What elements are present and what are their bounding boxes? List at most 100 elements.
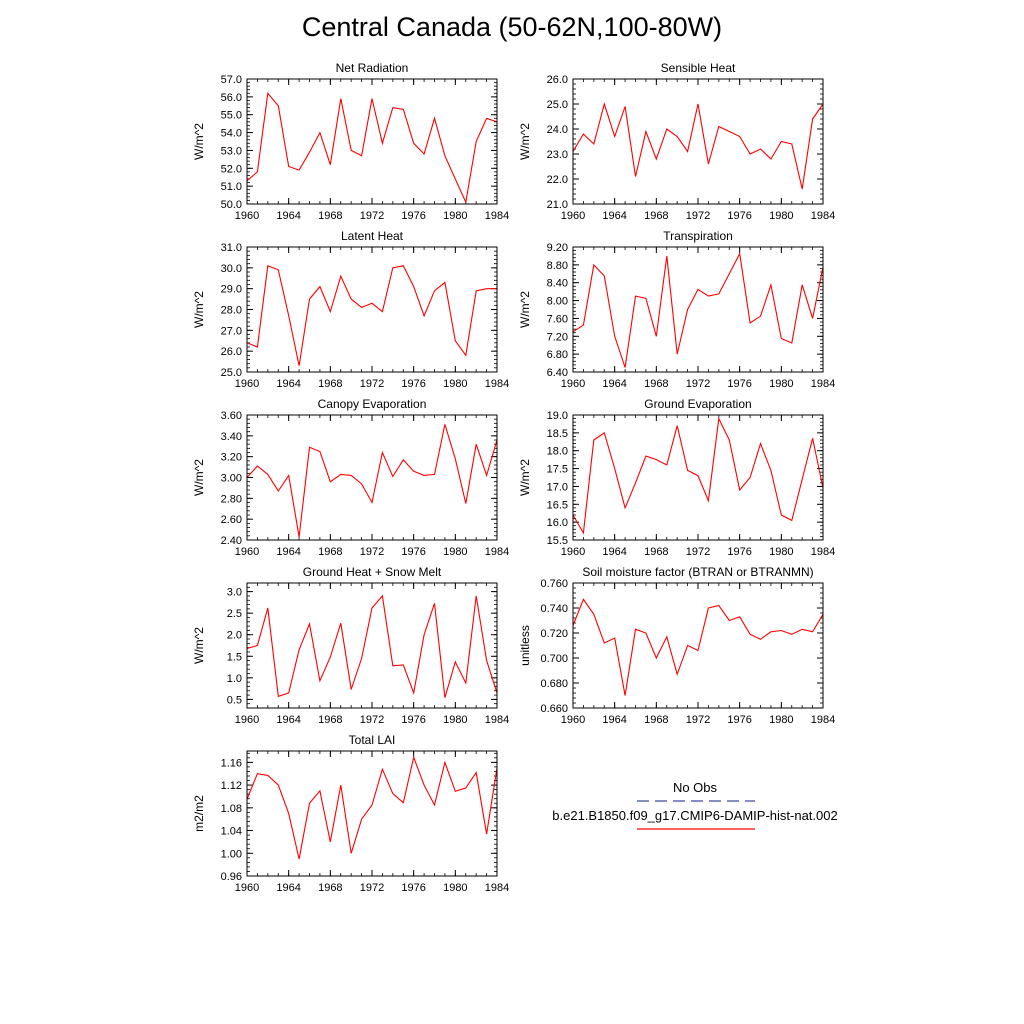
panel-title: Soil moisture factor (BTRAN or BTRANMN): [582, 565, 813, 579]
series-line: [572, 251, 824, 368]
y-tick-label: 16.0: [547, 517, 568, 529]
y-tick-label: 6.40: [547, 367, 568, 379]
y-tick-label: 54.0: [221, 128, 242, 140]
y-tick-label: 3.20: [221, 452, 242, 464]
y-tick-label: 2.80: [221, 493, 242, 505]
x-tick-label: 1972: [686, 378, 710, 390]
legend: No Obs b.e21.B1850.f09_g17.CMIP6-DAMIP-h…: [552, 780, 838, 830]
panels-group: 1960 1964 1968 1972 1976 1980 1984 50.0 51.0 52.0…: [192, 61, 835, 894]
x-tick-label: 1964: [602, 714, 626, 726]
x-tick-label: 1980: [443, 378, 467, 390]
x-tick-label: 1984: [485, 210, 509, 222]
y-tick-label: 17.0: [547, 481, 568, 493]
panel-title: Sensible Heat: [661, 61, 736, 75]
x-tick-label: 1964: [276, 378, 300, 390]
y-tick-label: 0.5: [227, 694, 242, 706]
y-tick-label: 17.5: [547, 464, 568, 476]
y-tick-label: 1.12: [221, 780, 242, 792]
y-tick-label: 2.60: [221, 514, 242, 526]
x-tick-label: 1972: [686, 210, 710, 222]
x-tick-label: 1984: [811, 546, 835, 558]
x-tick-label: 1968: [318, 714, 342, 726]
y-tick-label: 9.20: [547, 242, 568, 254]
x-tick-label: 1980: [769, 714, 793, 726]
series-line: [246, 755, 498, 860]
y-axis-label: W/m^2: [192, 123, 206, 160]
y-tick-label: 50.0: [221, 199, 242, 211]
y-tick-label: 55.0: [221, 110, 242, 122]
y-tick-label: 7.20: [547, 331, 568, 343]
x-tick-label: 1980: [443, 882, 467, 894]
series-line: [246, 594, 498, 698]
x-tick-label: 1960: [235, 714, 259, 726]
x-tick-label: 1960: [235, 546, 259, 558]
x-tick-label: 1980: [769, 210, 793, 222]
x-tick-label: 1976: [401, 546, 425, 558]
panel-title: Canopy Evaporation: [318, 397, 427, 411]
plot-frame: [246, 414, 498, 541]
y-tick-label: 8.00: [547, 296, 568, 308]
series-line: [572, 416, 824, 535]
y-tick-label: 0.740: [540, 603, 568, 615]
y-tick-label: 8.40: [547, 278, 568, 290]
y-tick-label: 8.80: [547, 260, 568, 272]
x-tick-label: 1976: [727, 714, 751, 726]
x-tick-label: 1984: [811, 714, 835, 726]
series-line: [246, 91, 498, 205]
y-tick-label: 1.5: [227, 651, 242, 663]
plot-frame: [572, 78, 824, 205]
x-tick-label: 1980: [443, 210, 467, 222]
x-tick-label: 1984: [485, 714, 509, 726]
x-tick-label: 1968: [318, 882, 342, 894]
legend-model-label: b.e21.B1850.f09_g17.CMIP6-DAMIP-hist-nat…: [552, 808, 837, 823]
y-tick-label: 1.04: [221, 826, 242, 838]
x-tick-label: 1976: [727, 546, 751, 558]
y-axis-label: unitless: [518, 625, 532, 666]
y-tick-label: 0.96: [221, 871, 242, 883]
y-tick-label: 1.16: [221, 757, 242, 769]
series-line: [572, 598, 824, 696]
y-axis-label: m2/m2: [192, 795, 206, 832]
x-tick-label: 1976: [401, 714, 425, 726]
y-tick-label: 26.0: [547, 74, 568, 86]
x-tick-label: 1984: [811, 378, 835, 390]
legend-obs-label: No Obs: [673, 780, 718, 795]
y-tick-label: 25.0: [547, 99, 568, 111]
x-tick-label: 1964: [276, 714, 300, 726]
x-tick-label: 1980: [769, 378, 793, 390]
x-tick-label: 1972: [360, 882, 384, 894]
y-tick-label: 3.40: [221, 431, 242, 443]
y-axis-label: W/m^2: [518, 291, 532, 328]
y-tick-label: 0.700: [540, 653, 568, 665]
y-tick-label: 18.0: [547, 446, 568, 458]
y-tick-label: 6.80: [547, 349, 568, 361]
x-tick-label: 1960: [561, 210, 585, 222]
y-tick-label: 0.760: [540, 578, 568, 590]
y-tick-label: 26.0: [221, 346, 242, 358]
x-tick-label: 1960: [561, 378, 585, 390]
x-tick-label: 1980: [443, 714, 467, 726]
x-tick-label: 1976: [401, 882, 425, 894]
x-tick-label: 1984: [485, 378, 509, 390]
chart-panel: 1960 1964 1968 1972 1976 1980 1984 0.5 1.0 1.5 2.0…: [192, 565, 509, 726]
panel-title: Total LAI: [349, 733, 396, 747]
y-tick-label: 1.0: [227, 673, 242, 685]
y-axis-label: W/m^2: [192, 291, 206, 328]
x-tick-label: 1968: [318, 378, 342, 390]
plot-frame: [246, 78, 498, 205]
y-tick-label: 15.5: [547, 535, 568, 547]
x-tick-label: 1976: [727, 378, 751, 390]
panel-title: Latent Heat: [341, 229, 404, 243]
x-tick-label: 1960: [235, 882, 259, 894]
x-tick-label: 1972: [360, 378, 384, 390]
chart-panel: 1960 1964 1968 1972 1976 1980 1984 2.40 2.60 2.80…: [192, 397, 509, 558]
y-tick-label: 18.5: [547, 428, 568, 440]
y-tick-label: 2.5: [227, 608, 242, 620]
chart-panel: 1960 1964 1968 1972 1976 1980 1984 21.0 22.0 23.0…: [518, 61, 835, 222]
panel-title: Transpiration: [663, 229, 733, 243]
x-tick-label: 1960: [235, 210, 259, 222]
y-tick-label: 21.0: [547, 199, 568, 211]
x-tick-label: 1984: [485, 546, 509, 558]
x-tick-label: 1964: [276, 882, 300, 894]
